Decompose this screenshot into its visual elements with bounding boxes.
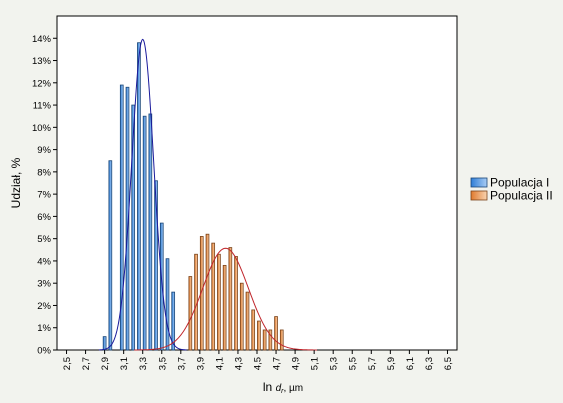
x-tick-label: 6,1	[405, 357, 416, 370]
bar-population-2	[257, 320, 261, 351]
y-tick-label: 1%	[37, 323, 51, 334]
bar-population-2	[234, 256, 238, 351]
x-tick-label: 4,7	[272, 357, 283, 370]
legend-swatch	[470, 190, 488, 201]
bar-population-2	[251, 309, 256, 351]
legend-label: Populacja II	[490, 189, 553, 203]
bar-population-1	[108, 160, 113, 351]
x-tick-label: 2,9	[100, 357, 111, 370]
bar-population-2	[217, 253, 221, 351]
x-axis-title-variable: d	[276, 383, 282, 394]
x-tick-label: 3,9	[195, 357, 206, 370]
bar-population-2	[228, 247, 233, 351]
y-axis-title: Udział, %	[9, 157, 23, 208]
bar-population-2	[199, 236, 204, 351]
bar-population-1	[142, 115, 147, 351]
x-tick-label: 2,7	[81, 357, 92, 370]
x-axis-title-main: ln	[263, 380, 276, 394]
y-tick-label: 5%	[37, 234, 51, 245]
bar-population-2	[245, 291, 250, 351]
bar-population-2	[188, 276, 193, 351]
bar-population-2	[262, 329, 267, 351]
bar-population-2	[222, 264, 227, 351]
y-tick-label: 13%	[32, 56, 52, 67]
x-tick-label: 3,3	[138, 357, 149, 370]
x-tick-label: 3,1	[119, 357, 130, 370]
y-tick-label: 14%	[32, 34, 52, 45]
y-tick-label: 12%	[32, 78, 52, 89]
plot-area	[56, 15, 458, 351]
legend-swatch	[470, 177, 488, 188]
x-axis-title-subscript: r	[281, 388, 284, 395]
y-tick-label: 4%	[37, 256, 51, 267]
x-tick-label: 5,5	[348, 357, 359, 370]
x-tick-label: 4,5	[253, 357, 264, 370]
x-axis-title-unit: , µm	[283, 383, 303, 394]
x-axis-title: ln dr, µm	[263, 380, 303, 395]
y-tick-label: 10%	[32, 123, 52, 134]
bar-population-1	[125, 86, 130, 351]
y-tick-label: 0%	[37, 346, 51, 357]
legend-label: Populacja I	[490, 176, 549, 190]
bar-population-1	[148, 113, 153, 351]
bar-population-1	[131, 104, 136, 351]
x-tick-label: 4,1	[214, 357, 225, 370]
x-tick-label: 4,9	[291, 357, 302, 370]
x-tick-label: 5,7	[367, 357, 378, 370]
bar-population-1	[102, 336, 107, 351]
y-tick-label: 9%	[37, 145, 51, 156]
fitted-curve-population-1	[98, 38, 187, 351]
bar-population-2	[279, 329, 284, 351]
x-tick-label: 4,3	[233, 357, 244, 370]
bar-population-1	[165, 258, 170, 351]
bar-population-2	[274, 316, 278, 351]
bars-layer	[102, 42, 284, 351]
bar-population-1	[171, 291, 176, 351]
y-tick-label: 8%	[37, 167, 51, 178]
x-tick-label: 6,3	[424, 357, 435, 370]
curves-layer	[98, 38, 318, 351]
bar-population-1	[154, 180, 158, 351]
y-tick-label: 7%	[37, 190, 51, 201]
x-tick-label: 5,9	[386, 357, 397, 370]
bar-population-2	[211, 242, 216, 351]
x-tick-label: 5,3	[329, 357, 340, 370]
bar-population-1	[119, 84, 124, 351]
x-tick-label: 3,5	[157, 357, 168, 370]
y-tick-label: 2%	[37, 301, 51, 312]
x-axis: 2,5 2,7 2,9 3,1 3,3 3,5 3,7 3,9 4,1 4,3 4,5 4,7 4,9 5…	[62, 350, 454, 370]
x-tick-label: 6,5	[443, 357, 454, 370]
bar-population-2	[205, 233, 210, 351]
x-tick-label: 5,1	[310, 357, 321, 370]
y-tick-label: 11%	[33, 101, 52, 112]
x-tick-label: 2,5	[62, 357, 73, 370]
fitted-curve-population-2	[134, 247, 318, 351]
bar-population-2	[239, 282, 244, 351]
bar-population-2	[268, 329, 273, 351]
y-tick-label: 3%	[37, 279, 51, 290]
y-tick-label: 6%	[37, 212, 51, 223]
bar-population-1	[137, 42, 141, 351]
x-tick-label: 3,7	[176, 357, 187, 370]
y-axis: 0% 1% 2% 3% 4% 5% 6% 7% 8% 9% 10% 11% 12% 13% 14%	[32, 34, 57, 357]
